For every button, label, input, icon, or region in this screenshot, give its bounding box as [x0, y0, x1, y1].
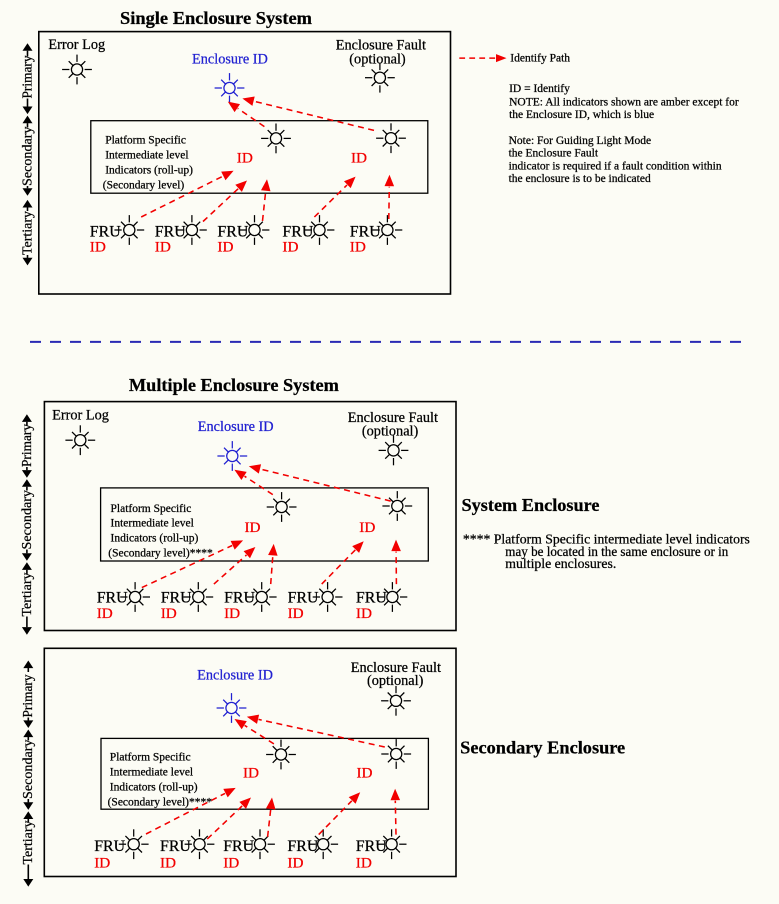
svg-text:(Secondary level)****: (Secondary level)****: [108, 548, 213, 560]
svg-text:System Enclosure: System Enclosure: [462, 495, 600, 515]
svg-text:FRU: FRU: [97, 590, 128, 607]
svg-text:ID: ID: [245, 519, 261, 536]
svg-text:Secondary: Secondary: [20, 739, 35, 799]
svg-text:Intermediate level: Intermediate level: [111, 518, 194, 530]
svg-text:Error Log: Error Log: [52, 407, 109, 423]
svg-text:ID: ID: [356, 605, 372, 622]
svg-text:NOTE: All indicators shown are: NOTE: All indicators shown are amber exc…: [509, 97, 739, 109]
svg-text:FRU: FRU: [224, 590, 255, 607]
svg-text:the enclosure is to be indicat: the enclosure is to be indicated: [509, 173, 651, 185]
svg-text:Indicators (roll-up): Indicators (roll-up): [111, 533, 199, 545]
svg-text:Tertiary: Tertiary: [19, 572, 34, 616]
svg-text:Indicators (roll-up): Indicators (roll-up): [105, 165, 193, 177]
svg-text:ID: ID: [161, 605, 177, 622]
svg-text:FRU: FRU: [287, 838, 318, 855]
svg-text:ID: ID: [223, 855, 239, 872]
svg-text:Multiple Enclosure System: Multiple Enclosure System: [129, 375, 339, 395]
svg-text:ID: ID: [288, 605, 304, 622]
svg-text:FRU: FRU: [160, 838, 191, 855]
svg-text:Identify Path: Identify Path: [510, 52, 570, 64]
svg-text:Secondary: Secondary: [19, 126, 34, 186]
svg-text:ID: ID: [217, 239, 233, 256]
svg-text:ID: ID: [243, 765, 259, 782]
svg-text:ID: ID: [160, 855, 176, 872]
svg-text:Platform Specific: Platform Specific: [110, 752, 191, 764]
svg-text:Error Log: Error Log: [48, 37, 105, 53]
svg-text:Note: For Guiding Light Mode: Note: For Guiding Light Mode: [509, 135, 651, 147]
svg-text:Platform Specific: Platform Specific: [105, 135, 186, 147]
svg-text:Indicators (roll-up): Indicators (roll-up): [110, 782, 198, 794]
svg-text:FRU: FRU: [223, 838, 254, 855]
svg-text:ID: ID: [351, 149, 367, 166]
svg-text:Platform Specific: Platform Specific: [111, 503, 192, 515]
svg-text:FRU: FRU: [356, 838, 387, 855]
svg-text:multiple enclosures.: multiple enclosures.: [505, 556, 616, 571]
svg-text:(optional): (optional): [367, 673, 424, 689]
svg-text:(Secondary level): (Secondary level): [103, 179, 185, 191]
svg-text:indicator is required if a fau: indicator is required if a fault conditi…: [509, 160, 722, 172]
svg-text:FRU: FRU: [94, 838, 125, 855]
svg-text:(optional): (optional): [362, 424, 419, 440]
svg-text:ID: ID: [359, 519, 375, 536]
svg-text:FRU: FRU: [161, 590, 192, 607]
svg-text:FRU: FRU: [356, 590, 387, 607]
svg-text:ID: ID: [350, 239, 366, 256]
svg-text:ID: ID: [90, 239, 106, 256]
svg-text:FRU: FRU: [288, 590, 319, 607]
svg-text:Primary: Primary: [19, 424, 34, 467]
svg-text:Enclosure ID: Enclosure ID: [192, 51, 268, 67]
svg-text:Enclosure ID: Enclosure ID: [198, 419, 274, 435]
svg-text:(Secondary level)****: (Secondary level)****: [108, 796, 213, 808]
svg-text:Tertiary: Tertiary: [19, 211, 34, 255]
svg-text:ID: ID: [94, 855, 110, 872]
svg-text:ID: ID: [282, 239, 298, 256]
svg-text:ID: ID: [155, 239, 171, 256]
svg-text:Tertiary: Tertiary: [20, 820, 35, 864]
svg-text:(optional): (optional): [349, 51, 406, 67]
svg-text:ID: ID: [237, 149, 253, 166]
svg-text:the Enclosure ID, which is blu: the Enclosure ID, which is blue: [509, 109, 654, 121]
svg-text:ID = Identify: ID = Identify: [509, 83, 570, 95]
svg-text:ID: ID: [356, 855, 372, 872]
svg-text:Primary: Primary: [20, 674, 35, 717]
svg-text:Intermediate level: Intermediate level: [105, 150, 188, 162]
svg-text:ID: ID: [97, 605, 113, 622]
svg-text:ID: ID: [224, 605, 240, 622]
svg-text:Intermediate level: Intermediate level: [110, 767, 193, 779]
svg-text:Secondary: Secondary: [19, 490, 34, 550]
svg-text:ID: ID: [357, 765, 373, 782]
svg-text:ID: ID: [287, 855, 303, 872]
svg-text:Enclosure ID: Enclosure ID: [197, 667, 273, 683]
svg-text:Single Enclosure System: Single Enclosure System: [120, 8, 312, 28]
svg-text:Secondary Enclosure: Secondary Enclosure: [460, 737, 625, 757]
svg-text:the Enclosure Fault: the Enclosure Fault: [509, 148, 599, 160]
svg-text:Primary: Primary: [19, 55, 34, 98]
